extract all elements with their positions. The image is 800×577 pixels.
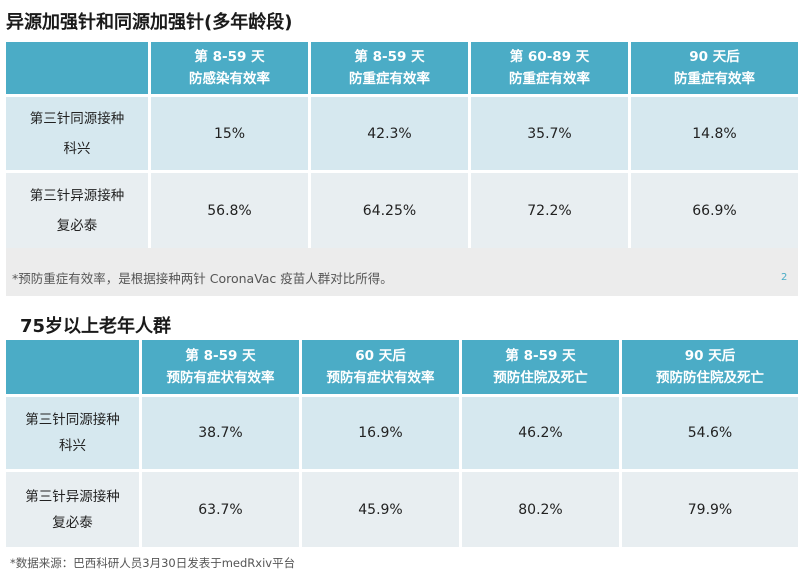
row-label: 第三针同源接种 科兴 xyxy=(6,394,142,469)
table2-header-row: 第 8-59 天预防有症状有效率 60 天后 预防有症状有效率 第 8-59 天预… xyxy=(6,340,798,394)
table1-title: 异源加强针和同源加强针(多年龄段) xyxy=(6,12,293,33)
table-cell: 79.9% xyxy=(622,469,798,547)
table-row: 第三针同源接种 科兴 15% 42.3% 35.7% 14.8% xyxy=(6,94,798,170)
table-cell: 66.9% xyxy=(631,170,798,248)
table-cell: 16.9% xyxy=(302,394,462,469)
row-label: 第三针异源接种 复必泰 xyxy=(6,469,142,547)
table1-header-cell: 90 天后 防重症有效率 xyxy=(631,42,798,94)
source-note: *数据来源：巴西科研人员3月30日发表于medRxiv平台 xyxy=(10,556,296,570)
table-cell: 15% xyxy=(151,94,311,170)
table-row: 第三针同源接种 科兴 38.7% 16.9% 46.2% 54.6% xyxy=(6,394,798,469)
table1-corner-cell xyxy=(6,42,151,94)
table2-header-cell: 第 8-59 天预防住院及死亡 xyxy=(462,340,622,394)
table-cell: 46.2% xyxy=(462,394,622,469)
table2-header-cell: 60 天后 预防有症状有效率 xyxy=(302,340,462,394)
footnote-mark: 2 xyxy=(781,272,788,283)
table1-header-cell: 第 8-59 天防感染有效率 xyxy=(151,42,311,94)
table-cell: 42.3% xyxy=(311,94,471,170)
table-cell: 80.2% xyxy=(462,469,622,547)
table-cell: 64.25% xyxy=(311,170,471,248)
table1-header-cell: 第 8-59 天防重症有效率 xyxy=(311,42,471,94)
table1-header-row: 第 8-59 天防感染有效率 第 8-59 天防重症有效率 第 60-89 天防… xyxy=(6,42,798,94)
table2-title: 75岁以上老年人群 xyxy=(20,316,172,337)
table-cell: 54.6% xyxy=(622,394,798,469)
row-label: 第三针异源接种 复必泰 xyxy=(6,170,151,248)
table-cell: 63.7% xyxy=(142,469,302,547)
table1-footnote: *预防重症有效率，是根据接种两针 CoronaVac 疫苗人群对比所得。 xyxy=(12,271,393,286)
table-cell: 45.9% xyxy=(302,469,462,547)
table1: 第 8-59 天防感染有效率 第 8-59 天防重症有效率 第 60-89 天防… xyxy=(6,42,798,248)
table2: 第 8-59 天预防有症状有效率 60 天后 预防有症状有效率 第 8-59 天预… xyxy=(6,340,798,547)
table-cell: 56.8% xyxy=(151,170,311,248)
table-cell: 72.2% xyxy=(471,170,631,248)
row-label: 第三针同源接种 科兴 xyxy=(6,94,151,170)
table2-corner-cell xyxy=(6,340,142,394)
table-row: 第三针异源接种 复必泰 56.8% 64.25% 72.2% 66.9% xyxy=(6,170,798,248)
table-cell: 38.7% xyxy=(142,394,302,469)
table2-header-cell: 90 天后 预防防住院及死亡 xyxy=(622,340,798,394)
table-row: 第三针异源接种 复必泰 63.7% 45.9% 80.2% 79.9% xyxy=(6,469,798,547)
table2-header-cell: 第 8-59 天预防有症状有效率 xyxy=(142,340,302,394)
table1-header-cell: 第 60-89 天防重症有效率 xyxy=(471,42,631,94)
table-cell: 35.7% xyxy=(471,94,631,170)
table-cell: 14.8% xyxy=(631,94,798,170)
